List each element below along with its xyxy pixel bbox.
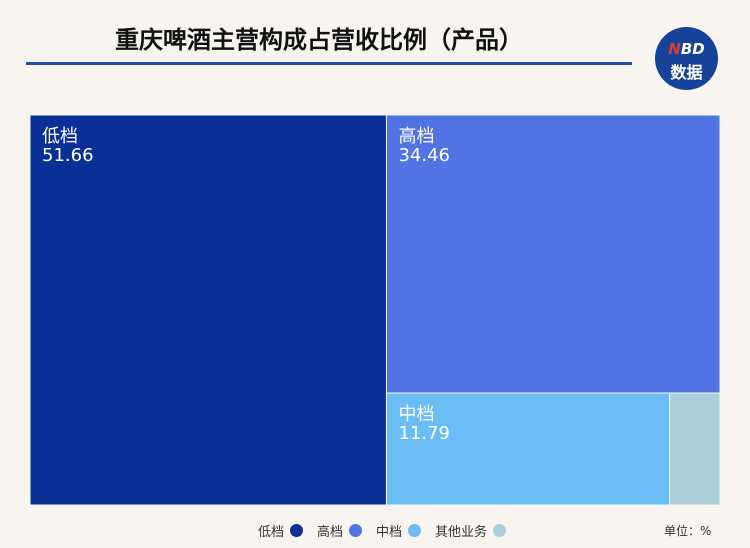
legend-item[interactable]: 其他业务 — [435, 521, 507, 540]
unit-label: 单位：% — [664, 524, 712, 538]
legend-item[interactable]: 中档 — [376, 521, 422, 540]
legend-item[interactable]: 低档 — [258, 521, 304, 540]
legend-label: 低档 — [258, 524, 285, 540]
treemap-cell[interactable] — [385, 392, 671, 506]
treemap-cell[interactable] — [385, 114, 721, 394]
title-divider — [26, 62, 632, 65]
legend-swatch — [408, 523, 422, 537]
legend-swatch — [290, 523, 304, 537]
legend-label: 高档 — [317, 524, 344, 540]
legend-label: 其他业务 — [435, 524, 488, 540]
nbd-logo: NBD 数据 — [655, 27, 718, 90]
legend-swatch — [349, 523, 363, 537]
chart-legend: 低档 高档 中档 其他业务 — [258, 521, 520, 540]
legend-item[interactable]: 高档 — [317, 521, 363, 540]
treemap-cell[interactable] — [29, 114, 387, 506]
legend-swatch — [493, 523, 507, 537]
legend-label: 中档 — [376, 524, 403, 540]
treemap-cell[interactable] — [669, 392, 721, 506]
chart-title: 重庆啤酒主营构成占营收比例（产品） — [115, 26, 523, 54]
